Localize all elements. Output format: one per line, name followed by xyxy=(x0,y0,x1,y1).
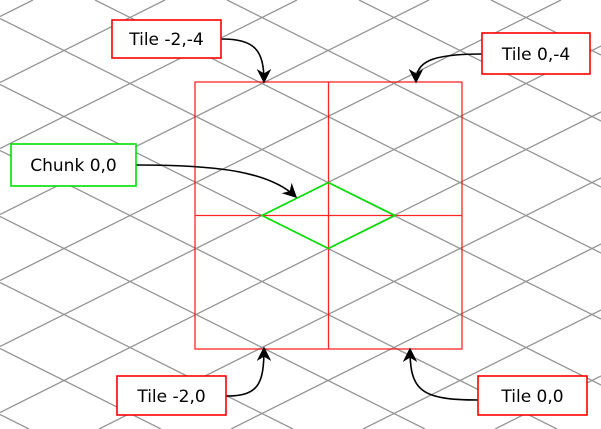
label-text: Tile 0,-4 xyxy=(501,45,570,65)
label-chunk: Chunk 0,0 xyxy=(10,143,137,187)
label-tile-sw: Tile -2,0 xyxy=(116,375,227,416)
grid-line xyxy=(0,111,601,414)
grid-line xyxy=(0,281,294,429)
label-tile-ne: Tile 0,-4 xyxy=(481,32,591,75)
grid-line xyxy=(362,309,601,429)
grid-line xyxy=(230,243,601,429)
grid-line xyxy=(358,0,601,122)
label-tile-se: Tile 0,0 xyxy=(477,375,588,416)
grid-line xyxy=(0,215,426,429)
tile-bounds xyxy=(194,81,463,350)
grid-line xyxy=(0,0,34,18)
arrow-tile-ne xyxy=(408,53,483,84)
arrows xyxy=(135,38,483,401)
label-tile-nw: Tile -2,-4 xyxy=(111,19,222,59)
grid-line xyxy=(0,17,601,320)
arrow-tile-se xyxy=(402,347,479,401)
grid-line xyxy=(0,0,562,282)
label-text: Tile 0,0 xyxy=(500,387,563,407)
grid-line xyxy=(226,0,601,188)
grid-line xyxy=(0,149,558,429)
grid-line xyxy=(0,413,30,429)
label-text: Tile -2,0 xyxy=(136,387,205,407)
arrow-chunk xyxy=(135,164,298,198)
arrow-tile-sw xyxy=(225,346,272,397)
grid-line xyxy=(0,0,166,84)
label-text: Tile -2,-4 xyxy=(128,30,203,50)
arrow-tile-nw xyxy=(220,38,272,84)
grid-line xyxy=(0,0,298,150)
label-text: Chunk 0,0 xyxy=(30,156,116,176)
chunk-diamond xyxy=(260,181,397,250)
